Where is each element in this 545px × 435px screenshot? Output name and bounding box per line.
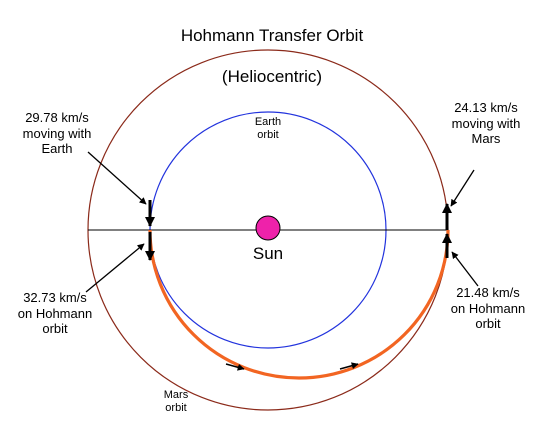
- sun-label: Sun: [252, 244, 284, 263]
- transfer-orbit: [148, 229, 450, 380]
- earth-velocity-label: 29.78 km/s moving with Earth: [22, 110, 92, 157]
- mars-orbit-label: Mars orbit: [163, 389, 189, 415]
- mars-velocity-label: 24.13 km/s moving with Mars: [451, 100, 521, 147]
- mars-velocity-leader: [450, 169, 475, 207]
- earth-velocity-leader: [87, 151, 147, 205]
- diagram-title: Hohmann Transfer Orbit (Heliocentric): [122, 6, 422, 108]
- transfer-direction-arrow-2: [339, 362, 359, 370]
- transfer-departure-label: 32.73 km/s on Hohmann orbit: [17, 290, 93, 337]
- transfer-departure-leader: [85, 243, 145, 293]
- title-line-2: (Heliocentric): [221, 67, 323, 87]
- sun: [255, 215, 281, 241]
- title-line-1: Hohmann Transfer Orbit: [180, 26, 364, 46]
- transfer-arrival-label: 21.48 km/s on Hohmann orbit: [450, 285, 526, 332]
- earth-orbit-label: Earth orbit: [254, 116, 282, 142]
- transfer-direction-arrow-1: [225, 363, 245, 371]
- transfer-arrival-leader: [451, 251, 479, 287]
